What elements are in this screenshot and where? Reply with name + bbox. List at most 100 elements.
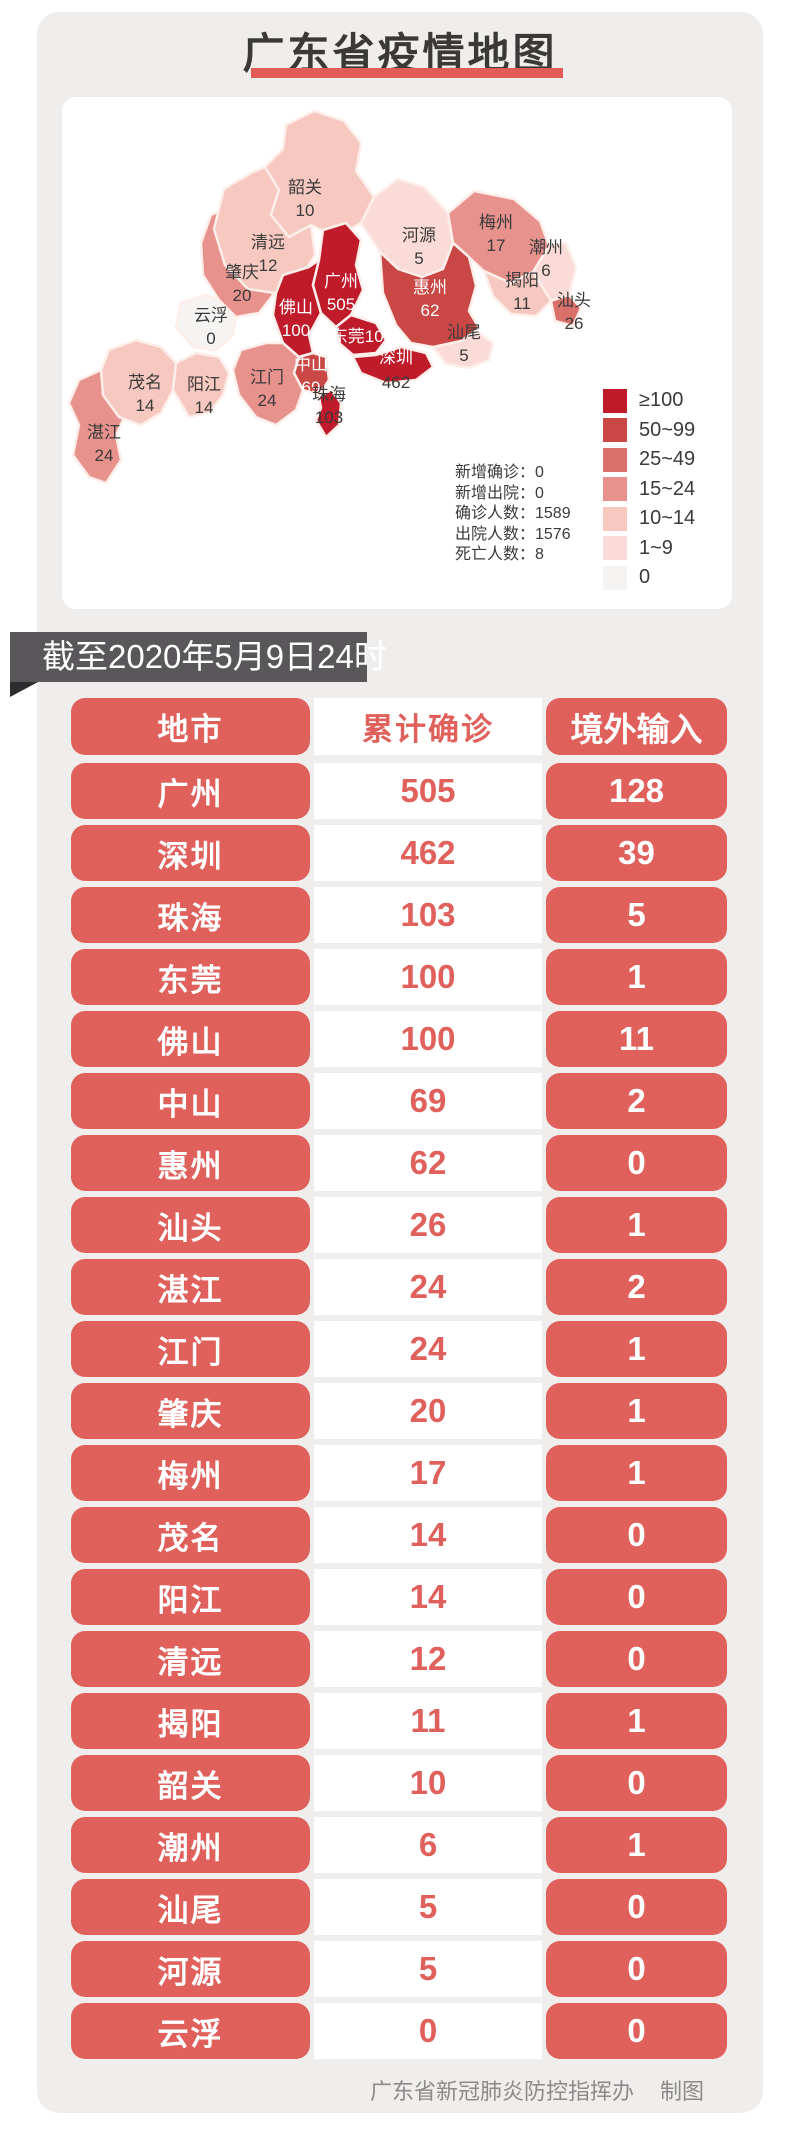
map-region-label: 14 [195,398,214,417]
city-cell: 肇庆 [71,1383,310,1439]
imported-cell: 0 [546,1879,727,1935]
city-cell: 揭阳 [71,1693,310,1749]
legend-label: ≥100 [639,389,684,412]
confirmed-cell: 5 [314,1941,542,1997]
imported-cell: 0 [546,2003,727,2059]
table-row: 惠州 62 0 [71,1135,727,1191]
city-cell: 清远 [71,1631,310,1687]
table-row: 肇庆 20 1 [71,1383,727,1439]
legend-item: 10~14 [603,504,695,534]
table-row: 云浮 0 0 [71,2003,727,2059]
map-region [99,338,178,427]
imported-cell: 1 [546,1321,727,1377]
map-region [482,269,553,318]
table-row: 茂名 14 0 [71,1507,727,1563]
city-cell: 佛山 [71,1011,310,1067]
map-region-label: 中山 [294,355,328,374]
imported-cell: 0 [546,1507,727,1563]
map-region-label: 69 [302,378,321,397]
legend-swatch [603,477,627,502]
footer-credit-suffix: 制图 [659,2079,704,2104]
imported-cell: 1 [546,1445,727,1501]
table-row: 揭阳 11 1 [71,1693,727,1749]
confirmed-cell: 24 [314,1259,542,1315]
table-row: 汕尾 5 0 [71,1879,727,1935]
legend-item: ≥100 [603,386,695,416]
confirmed-cell: 20 [314,1383,542,1439]
confirmed-cell: 0 [314,2003,542,2059]
legend-swatch [603,447,627,472]
imported-cell: 0 [546,1755,727,1811]
city-cell: 珠海 [71,887,310,943]
map-legend: ≥100 50~99 25~49 15~24 10~14 1~9 0 [603,386,695,593]
city-data-table: 地市 累计确诊 境外输入 广州 505 128 深圳 462 39 珠海 103 5 东莞 100 1… [71,698,727,2065]
map-stat-line: 新增出院：0 [455,484,544,502]
map-region-label: 深圳 [379,348,413,367]
imported-cell: 0 [546,1941,727,1997]
legend-label: 10~14 [639,507,696,530]
imported-cell: 0 [546,1631,727,1687]
map-stat-line: 新增确诊：0 [455,464,544,481]
imported-cell: 39 [546,825,727,881]
table-row: 深圳 462 39 [71,825,727,881]
confirmed-cell: 14 [314,1507,542,1563]
map-stat-line: 出院人数：1576 [455,525,571,543]
map-region [174,293,238,352]
confirmed-cell: 505 [314,763,542,819]
map-region [549,293,583,328]
map-region-label: 茂名 [128,373,162,392]
table-header-row: 地市 累计确诊 境外输入 [71,698,727,755]
map-region-label: 14 [136,396,155,415]
table-row: 中山 69 2 [71,1073,727,1129]
legend-swatch [603,418,627,443]
imported-cell: 2 [546,1073,727,1129]
city-cell: 阳江 [71,1569,310,1625]
map-region-label: 5 [414,249,423,268]
map-region-label: 东莞100 [331,327,393,346]
footer-credit-text: 广东省新冠肺炎防控指挥办 [369,2079,634,2104]
table-row: 江门 24 1 [71,1321,727,1377]
header-imported: 境外输入 [546,698,727,755]
table-row: 湛江 24 2 [71,1259,727,1315]
header-city: 地市 [71,698,310,755]
map-region [263,109,376,239]
table-row: 东莞 100 1 [71,949,727,1005]
city-cell: 江门 [71,1321,310,1377]
city-cell: 梅州 [71,1445,310,1501]
city-cell: 汕头 [71,1197,310,1253]
map-region-label: 505 [327,295,355,314]
map-stats-block: 新增确诊：0 新增出院：0 确诊人数：1589 出院人数：1576 死亡人数：8 [455,463,571,566]
map-region [334,313,388,357]
map-region-label: 汕头 [557,291,591,310]
footer-credit: 广东省新冠肺炎防控指挥办 制图 [370,2074,704,2106]
table-row: 珠海 103 5 [71,887,727,943]
map-region [171,351,231,419]
map-region-label: 12 [259,256,278,275]
confirmed-cell: 62 [314,1135,542,1191]
confirmed-cell: 462 [314,825,542,881]
imported-cell: 1 [546,1197,727,1253]
city-cell: 茂名 [71,1507,310,1563]
imported-cell: 1 [546,1693,727,1749]
confirmed-cell: 6 [314,1817,542,1873]
legend-item: 1~9 [603,534,695,564]
map-region-label: 惠州 [413,278,447,297]
city-cell: 湛江 [71,1259,310,1315]
map-region-label: 肇庆 [225,263,259,282]
map-region-label: 11 [513,294,531,313]
legend-item: 0 [603,563,695,593]
map-region-label: 6 [541,261,550,280]
date-ribbon-fold [10,682,38,697]
city-cell: 韶关 [71,1755,310,1811]
map-region-label: 汕尾 [447,323,481,342]
legend-swatch [603,506,627,531]
confirmed-cell: 100 [314,949,542,1005]
table-row: 韶关 10 0 [71,1755,727,1811]
city-cell: 广州 [71,763,310,819]
imported-cell: 1 [546,949,727,1005]
legend-label: 15~24 [639,477,696,500]
map-region-label: 26 [565,314,584,333]
city-cell: 汕尾 [71,1879,310,1935]
map-region-label: 江门 [250,368,284,387]
confirmed-cell: 11 [314,1693,542,1749]
